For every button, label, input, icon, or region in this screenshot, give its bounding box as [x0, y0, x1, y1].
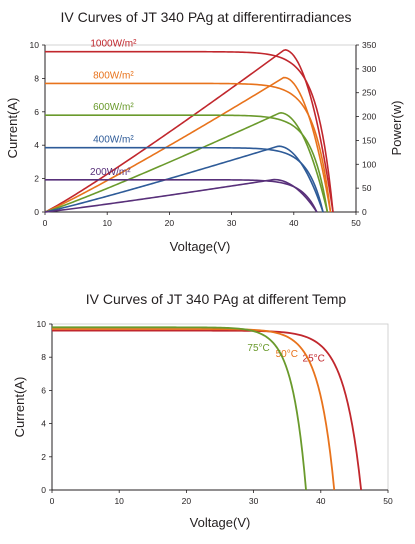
chart1-y2-tick-label: 50	[362, 183, 372, 193]
chart1-x-tick-label: 0	[43, 218, 48, 228]
chart2-x-label: Voltage(V)	[190, 515, 251, 530]
chart2-series-label: 75°C	[247, 343, 269, 354]
chart1-x-tick-label: 10	[102, 218, 112, 228]
chart1-y-tick-label: 8	[34, 73, 39, 83]
temperature-chart: IV Curves of JT 340 PAg at different Tem…	[12, 291, 393, 530]
chart1-iv-line-1	[45, 82, 332, 213]
chart1-plot-frame	[44, 44, 357, 213]
chart1-x-ticks: 0 10 20 30 40 50	[43, 212, 361, 228]
chart1-power-line-3	[44, 145, 324, 213]
chart2-series-label: 50°C	[276, 349, 298, 360]
chart1-y2-label: Power(w)	[389, 101, 404, 156]
chart1-y-tick-label: 2	[34, 174, 39, 184]
chart1-power-line-2	[44, 111, 329, 213]
chart1-y2-tick-label: 100	[362, 159, 376, 169]
chart1-x-tick-label: 20	[165, 218, 175, 228]
chart1-x-tick-label: 50	[351, 218, 361, 228]
chart2-x-tick-label: 10	[114, 496, 124, 506]
chart1-title: IV Curves of JT 340 PAg at differentirra…	[60, 9, 351, 25]
chart2-x-ticks: 0 10 20 30 40 50	[50, 490, 393, 506]
chart2-y-tick-label: 4	[41, 419, 46, 429]
chart1-power-line-4	[44, 178, 318, 213]
chart2-title: IV Curves of JT 340 PAg at different Tem…	[86, 291, 347, 307]
chart2-x-tick-label: 50	[383, 496, 393, 506]
chart2-y-label: Current(A)	[12, 377, 27, 438]
chart2-iv-line-0	[52, 329, 363, 491]
chart1-series-label: 1000W/m²	[90, 39, 137, 50]
chart1-iv-line-3	[44, 146, 324, 213]
chart2-series-label: 25°C	[303, 353, 325, 364]
chart1-y2-tick-label: 150	[362, 135, 376, 145]
chart2-y-tick-label: 6	[41, 385, 46, 395]
chart1-iv-line-0	[45, 50, 334, 213]
chart1-y2-tick-label: 200	[362, 112, 376, 122]
chart2-plot-frame	[51, 323, 389, 491]
chart2-x-tick-label: 30	[249, 496, 259, 506]
chart2-series-group: 25°C 50°C 75°C	[52, 326, 363, 491]
chart1-iv-line-4	[45, 178, 318, 213]
chart1-y2-tick-label: 300	[362, 64, 376, 74]
chart1-series-label: 600W/m²	[93, 102, 134, 113]
chart1-y-ticks: 0 2 4 6 8 10	[30, 40, 45, 217]
irradiance-chart: IV Curves of JT 340 PAg at differentirra…	[5, 9, 404, 254]
chart2-y-tick-label: 10	[37, 319, 47, 329]
chart1-y2-ticks: 0 50 100 150 200 250 300 350	[356, 40, 376, 217]
chart1-y2-tick-label: 250	[362, 88, 376, 98]
chart1-series-label: 800W/m²	[93, 70, 134, 81]
chart2-y-tick-label: 2	[41, 452, 46, 462]
chart1-y-tick-label: 10	[30, 40, 40, 50]
chart2-x-tick-label: 0	[50, 496, 55, 506]
chart2-y-tick-label: 8	[41, 352, 46, 362]
chart1-x-tick-label: 40	[289, 218, 299, 228]
chart2-iv-line-1	[52, 328, 336, 491]
chart1-y-label: Current(A)	[5, 98, 20, 159]
chart1-x-label: Voltage(V)	[170, 239, 231, 254]
chart1-series-label: 200W/m²	[90, 167, 131, 178]
chart1-series-group: 1000W/m² 800W/m² 600W/m² 400W/m² 200W/m²	[44, 39, 334, 213]
chart2-y-tick-label: 0	[41, 485, 46, 495]
chart1-x-tick-label: 30	[227, 218, 237, 228]
chart1-y-tick-label: 0	[34, 207, 39, 217]
chart2-x-tick-label: 20	[182, 496, 192, 506]
chart1-iv-line-2	[45, 114, 329, 213]
chart2-x-tick-label: 40	[316, 496, 326, 506]
chart1-power-line-1	[44, 76, 332, 213]
chart1-y-tick-label: 4	[34, 140, 39, 150]
chart2-y-ticks: 0 2 4 6 8 10	[37, 319, 52, 495]
chart1-y-tick-label: 6	[34, 107, 39, 117]
chart1-power-line-0	[44, 49, 334, 213]
chart1-series-label: 400W/m²	[93, 135, 134, 146]
chart1-y2-tick-label: 0	[362, 207, 367, 217]
chart1-y2-tick-label: 350	[362, 40, 376, 50]
chart2-iv-line-2	[52, 326, 307, 491]
